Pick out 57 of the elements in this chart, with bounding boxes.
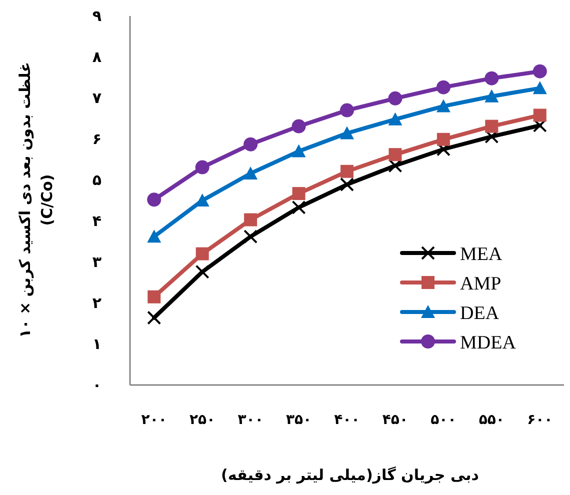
legend-label: AMP [460, 274, 502, 294]
point [195, 160, 210, 174]
point [340, 103, 354, 118]
y-tick-label: ۳ [92, 253, 102, 271]
point [292, 119, 306, 134]
point [195, 264, 210, 279]
point [533, 108, 546, 122]
x-tick-label: ۲۰۰ [141, 412, 167, 428]
point [388, 148, 402, 162]
y-tick-label: ۹ [92, 7, 102, 25]
point [484, 71, 499, 86]
x-tick-label: ۳۰۰ [238, 412, 264, 428]
point [244, 137, 258, 152]
point [292, 200, 306, 214]
y-tick-label: ۵ [92, 171, 102, 189]
x-tick-label: ۶۰۰ [527, 412, 553, 428]
x-tick-label: ۴۰۰ [334, 412, 360, 428]
x-tick-label: ۵۰۰ [430, 412, 456, 428]
point [485, 120, 498, 133]
point [484, 89, 499, 102]
point [436, 99, 450, 112]
x-tick-label: ۵۵۰ [478, 412, 504, 428]
point [388, 158, 402, 173]
point [147, 192, 162, 207]
point [147, 310, 162, 325]
point [148, 290, 161, 304]
point [532, 64, 547, 78]
x-tick-label: ۴۵۰ [382, 412, 408, 428]
point [292, 144, 306, 158]
y-tick-label: ۷ [92, 89, 102, 107]
point [244, 230, 258, 244]
point [196, 247, 209, 260]
point [340, 164, 354, 178]
point [388, 91, 402, 106]
point [532, 81, 547, 94]
y-tick-label: ۶ [92, 130, 102, 148]
legend-label: MEA [460, 244, 502, 265]
point [484, 130, 499, 144]
point [292, 187, 306, 200]
x-tick-label: ۲۵۰ [190, 412, 216, 428]
point [244, 166, 258, 180]
point [340, 178, 354, 192]
x-axis-title: دبی جریان گاز(میلی لیتر بر دقیقه) [221, 466, 480, 484]
legend-label: MDEA [460, 332, 516, 354]
y-tick-label: ۰ [92, 376, 102, 394]
y-tick-label: ۴ [92, 212, 102, 230]
point [340, 126, 354, 140]
point [388, 112, 402, 126]
x-tick-label: ۳۵۰ [286, 412, 312, 428]
y-tick-label: ۱ [92, 335, 102, 353]
y-tick-label: ۲ [92, 294, 102, 312]
point [147, 230, 162, 243]
y-tick-label: ۸ [92, 48, 102, 66]
legend-label: DEA [460, 303, 500, 324]
point [244, 213, 258, 226]
point [436, 132, 450, 146]
point [436, 80, 450, 94]
